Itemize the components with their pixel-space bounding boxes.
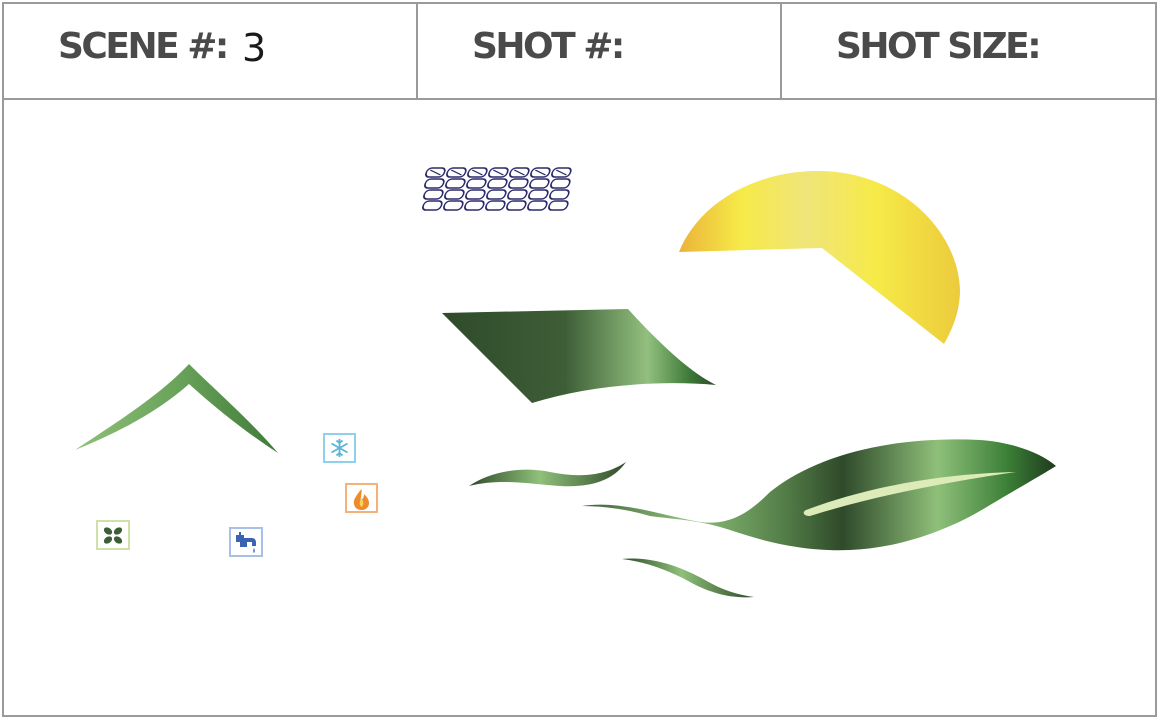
- storyboard-header: SCENE #: 3 SHOT #: SHOT SIZE:: [4, 4, 1155, 100]
- scene-value: 3: [242, 26, 267, 70]
- faucet-icon: [229, 527, 263, 557]
- roof-panel-icon: [442, 309, 716, 403]
- scene-label: SCENE #:: [58, 26, 229, 67]
- flame-icon: [345, 483, 378, 513]
- solar-panel-icon: [420, 167, 572, 211]
- shot-cell: SHOT #:: [418, 4, 782, 98]
- scene-cell: SCENE #: 3: [4, 4, 418, 98]
- leaf-icon: [582, 439, 1056, 551]
- fan-icon: [96, 520, 130, 550]
- shot-size-cell: SHOT SIZE:: [782, 4, 1155, 98]
- wind-swoosh-icon: [469, 462, 626, 487]
- wind-swoosh-icon: [622, 558, 754, 598]
- sun-icon: [679, 170, 960, 344]
- shot-size-label: SHOT SIZE:: [836, 26, 1042, 67]
- house-roof-icon: [75, 364, 278, 453]
- shot-label: SHOT #:: [472, 26, 625, 67]
- snowflake-icon: [323, 433, 356, 463]
